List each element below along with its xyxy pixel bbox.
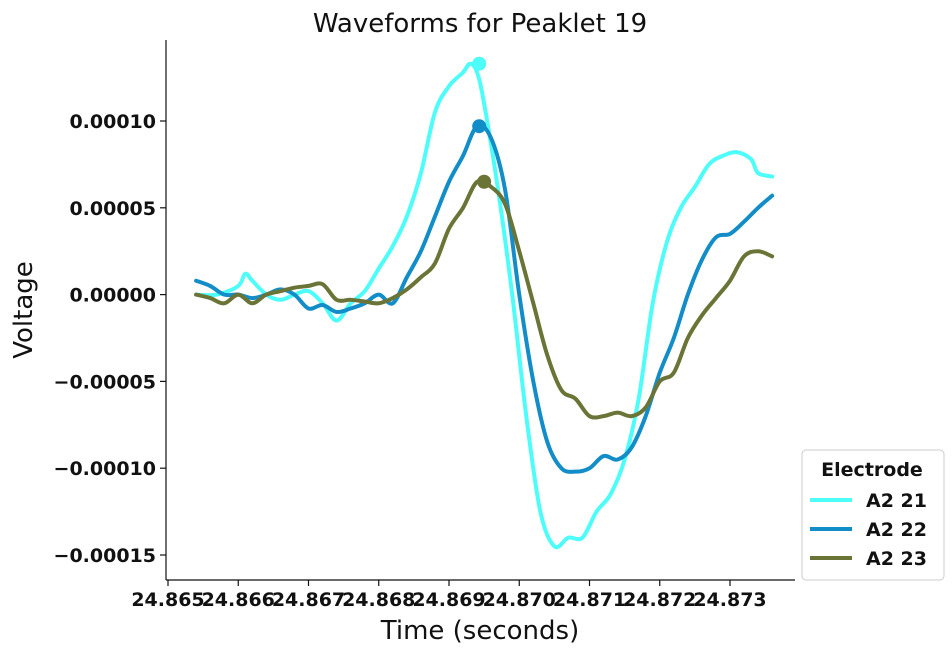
y-tick-label: 0.00005 — [69, 198, 156, 220]
x-axis-label: Time (seconds) — [380, 616, 579, 646]
x-tick-label: 24.868 — [342, 589, 415, 611]
legend-frame — [801, 449, 945, 581]
peak-marker-a2-21 — [472, 56, 487, 71]
series-lines — [194, 61, 775, 550]
legend-label-a2-23: A2 23 — [866, 548, 927, 570]
y-tick-label: −0.00015 — [54, 545, 156, 567]
peak-marker-a2-23 — [477, 174, 492, 189]
y-tick-label: −0.00005 — [54, 371, 156, 393]
legend-label-a2-22: A2 22 — [866, 519, 927, 541]
peak-marker-a2-22 — [472, 119, 487, 134]
x-tick-label: 24.870 — [483, 589, 556, 611]
y-tick-label: 0.00000 — [69, 285, 156, 307]
x-tick-label: 24.871 — [553, 589, 626, 611]
plot-area: 0.00010 0.00005 0.00000 −0.00005 −0.00010 −0.… — [54, 40, 795, 611]
x-tick-label: 24.872 — [623, 589, 696, 611]
x-tick-label: 24.866 — [202, 589, 275, 611]
chart-title: Waveforms for Peaklet 19 — [313, 9, 647, 39]
series-line-a2-22 — [194, 123, 775, 474]
x-ticks: 24.86524.86624.86724.86824.86924.87024.8… — [131, 580, 767, 611]
y-ticks: 0.00010 0.00005 0.00000 −0.00005 −0.00010 −0.… — [54, 111, 166, 567]
y-tick-label: −0.00010 — [54, 458, 156, 480]
legend: Electrode A2 21 A2 22 A2 23 — [801, 449, 945, 581]
legend-entries: A2 21 A2 22 A2 23 — [810, 490, 927, 570]
peak-markers — [472, 56, 492, 189]
legend-label-a2-21: A2 21 — [866, 490, 927, 512]
x-tick-label: 24.867 — [272, 589, 345, 611]
legend-title: Electrode — [821, 459, 923, 481]
x-tick-label: 24.873 — [693, 589, 766, 611]
x-tick-label: 24.865 — [131, 589, 204, 611]
series-line-a2-21 — [194, 61, 775, 550]
x-tick-label: 24.869 — [412, 589, 485, 611]
y-axis-label: Voltage — [9, 261, 39, 359]
y-tick-label: 0.00010 — [69, 111, 156, 133]
